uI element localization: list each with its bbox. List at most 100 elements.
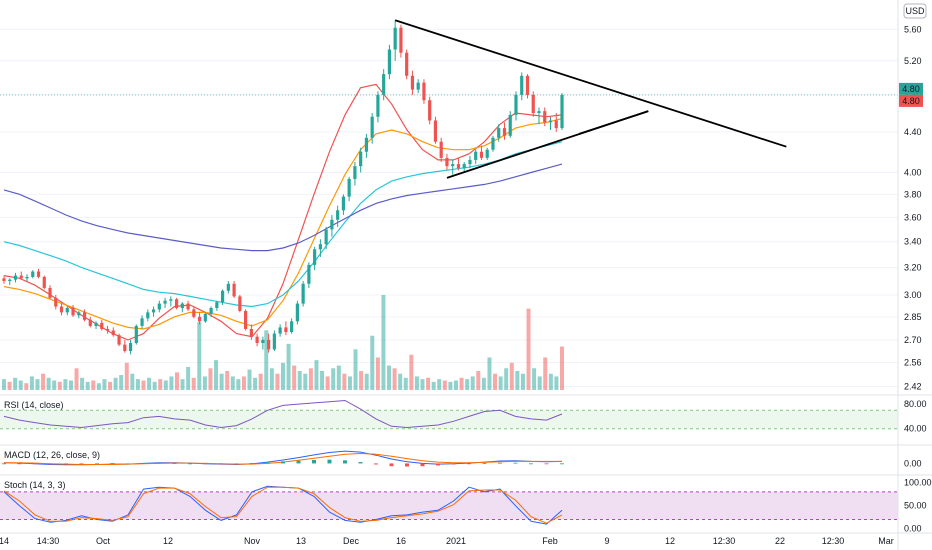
candle[interactable] [387,44,392,80]
time-axis[interactable]: 14 14:30 Oct 12 Nov 13 Dec 16 2021 Feb 9 12 12:30 22 1… [0,536,894,546]
candle[interactable] [8,278,12,286]
candle[interactable] [468,155,472,169]
candle[interactable] [25,274,29,282]
candle[interactable] [560,93,564,131]
macd-panel[interactable]: 0.00 MACD (12, 26, close, 9) [2,450,922,468]
candle[interactable] [163,297,167,308]
candle[interactable] [186,300,190,311]
candle[interactable] [54,294,58,310]
candle[interactable] [36,268,41,279]
candle[interactable] [364,133,369,158]
candle[interactable] [301,281,305,307]
candle[interactable] [445,153,449,171]
candle[interactable] [543,107,547,127]
candle[interactable] [399,24,403,58]
candle[interactable] [82,309,87,322]
candle[interactable] [128,339,133,355]
trendline[interactable] [578,110,649,135]
candle[interactable] [537,107,541,125]
price-axis[interactable]: 5.60 5.20 4.80 4.40 4.00 3.80 3.60 3.40 3.20 3.00… [899,24,923,391]
candle[interactable] [151,306,156,317]
candle[interactable] [249,324,253,340]
candle[interactable] [307,262,311,288]
candle[interactable] [244,309,248,331]
candle[interactable] [123,339,127,353]
stoch-panel[interactable]: 100.00 50.00 0.00 Stoch (14, 3, 3) [0,478,932,534]
main-panel[interactable] [0,28,898,387]
candle[interactable] [474,149,478,165]
candle[interactable] [220,289,225,306]
candle[interactable] [278,324,282,337]
candle[interactable] [19,271,23,280]
candle[interactable] [71,305,75,317]
candle[interactable] [261,336,265,350]
candlesticks[interactable] [2,20,564,355]
candle[interactable] [376,91,380,123]
candle[interactable] [313,246,317,271]
candle[interactable] [370,113,374,144]
candle[interactable] [451,159,455,175]
candle[interactable] [197,312,202,325]
candle[interactable] [111,327,115,337]
candle[interactable] [405,49,409,80]
candle[interactable] [215,300,219,311]
candle[interactable] [497,124,501,142]
candle[interactable] [290,318,294,334]
candle[interactable] [433,116,438,144]
candle[interactable] [117,333,121,347]
candle[interactable] [353,161,357,186]
candle[interactable] [105,325,110,334]
candle[interactable] [502,122,507,140]
candle[interactable] [485,147,489,160]
candle[interactable] [514,91,518,121]
candle[interactable] [554,113,558,132]
candle[interactable] [203,312,207,323]
candle[interactable] [169,296,173,307]
candle[interactable] [232,281,236,298]
candle[interactable] [255,333,259,347]
candle[interactable] [284,321,288,336]
candle[interactable] [48,285,52,300]
candle[interactable] [77,310,81,319]
candle[interactable] [100,319,104,331]
candle[interactable] [341,194,346,216]
candle[interactable] [13,272,18,283]
candle[interactable] [318,239,322,258]
candle[interactable] [508,111,512,138]
candle[interactable] [428,96,432,125]
candle[interactable] [174,297,179,310]
candle[interactable] [393,20,397,61]
candle[interactable] [2,275,6,284]
candle[interactable] [479,145,484,160]
candle[interactable] [462,161,466,173]
candle[interactable] [31,270,35,279]
candle[interactable] [456,157,461,171]
candle[interactable] [192,306,196,319]
currency-button[interactable]: USD [903,3,927,19]
candle[interactable] [416,79,420,94]
candle[interactable] [347,176,351,202]
candle[interactable] [422,79,426,104]
candle[interactable] [88,316,92,328]
candle[interactable] [324,226,328,250]
trendlines[interactable] [394,19,787,179]
rsi-panel[interactable]: 80.00 40.00 RSI (14, close) [0,399,927,434]
candle[interactable] [548,116,553,131]
candle[interactable] [525,74,530,99]
candle[interactable] [238,294,242,313]
candle[interactable] [209,306,213,317]
candle[interactable] [491,135,495,152]
candle[interactable] [330,215,334,237]
candle[interactable] [531,91,535,117]
candle[interactable] [180,302,184,313]
candle[interactable] [295,300,299,325]
candle[interactable] [157,300,161,313]
candle[interactable] [226,281,230,294]
candle[interactable] [267,333,271,353]
candle[interactable] [146,309,150,322]
candle[interactable] [359,147,363,173]
candle[interactable] [134,324,138,345]
candle[interactable] [94,321,98,329]
candle[interactable] [272,330,276,352]
